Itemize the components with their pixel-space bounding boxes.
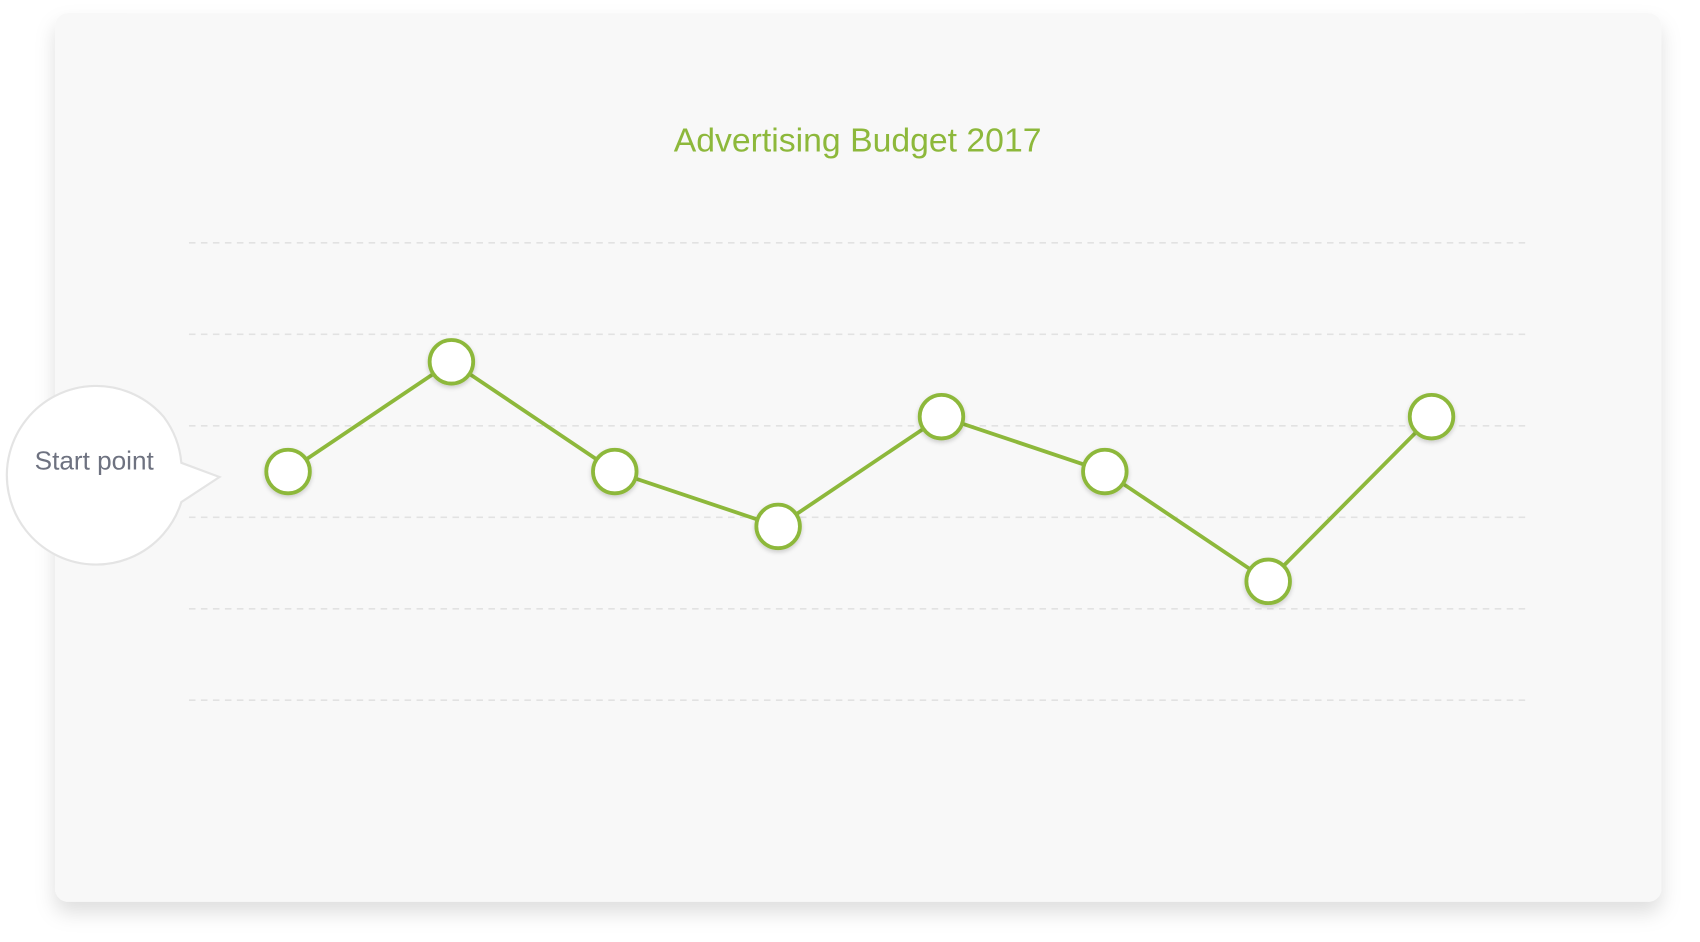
line	[287, 359, 1433, 584]
plot	[264, 338, 1456, 606]
card	[55, 13, 1662, 902]
callout-text: Start point	[34, 446, 154, 476]
callout: Start point	[5, 384, 222, 566]
point	[917, 392, 966, 441]
chart-title: Advertising Budget 2017	[674, 122, 1042, 160]
point	[591, 447, 639, 496]
point	[1244, 557, 1292, 606]
point	[264, 447, 312, 496]
point	[427, 338, 476, 386]
point	[1081, 447, 1129, 496]
point	[754, 502, 802, 551]
point	[1407, 392, 1456, 441]
callout-box: Start point	[34, 446, 154, 476]
callout-bubble	[5, 384, 222, 566]
